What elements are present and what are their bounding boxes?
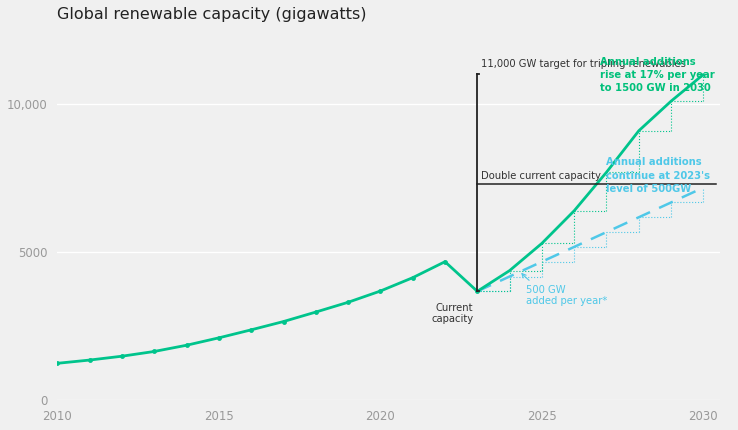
Text: Double current capacity: Double current capacity: [481, 171, 601, 181]
Text: Annual additions
continue at 2023's
level of 500GW: Annual additions continue at 2023's leve…: [607, 157, 711, 194]
Text: Current
capacity: Current capacity: [431, 303, 473, 324]
Text: Annual additions
rise at 17% per year
to 1500 GW in 2030: Annual additions rise at 17% per year to…: [600, 57, 715, 93]
Text: Global renewable capacity (gigawatts): Global renewable capacity (gigawatts): [58, 7, 367, 22]
Text: 500 GW
added per year*: 500 GW added per year*: [522, 273, 607, 307]
Text: 11,000 GW target for tripling renewables: 11,000 GW target for tripling renewables: [481, 59, 686, 69]
